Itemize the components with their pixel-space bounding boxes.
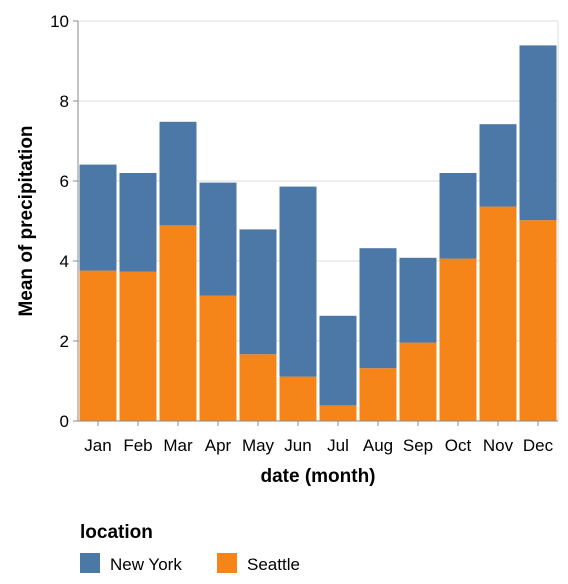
bar-new-york-may xyxy=(239,229,277,355)
bar-new-york-mar xyxy=(159,121,197,226)
bar-seattle-apr xyxy=(199,295,237,421)
bar-seattle-oct xyxy=(439,258,477,421)
bar-seattle-aug xyxy=(359,368,397,421)
bar-seattle-nov xyxy=(479,206,517,421)
legend-title: location xyxy=(80,522,153,543)
x-tick-label: Dec xyxy=(523,436,554,455)
bar-new-york-dec xyxy=(519,45,557,221)
x-tick-label: Sep xyxy=(403,436,433,455)
x-tick-labels: Jan Feb Mar Apr May Jun Jul Aug Sep Oct Nov Dec xyxy=(84,436,553,455)
y-tick-label: 4 xyxy=(60,252,69,271)
x-tick-label: Nov xyxy=(483,436,514,455)
bar-new-york-feb xyxy=(119,173,157,272)
y-tick-label: 10 xyxy=(50,12,69,31)
bar-new-york-jul xyxy=(319,315,357,406)
x-tick-label: Apr xyxy=(205,436,232,455)
axes xyxy=(73,20,558,426)
gridlines xyxy=(78,20,559,422)
x-tick-label: Jul xyxy=(327,436,349,455)
bar-seattle-feb xyxy=(119,271,157,421)
y-axis-title: Mean of precipitation xyxy=(16,125,37,316)
legend-label: Seattle xyxy=(247,555,300,574)
y-tick-labels: 0 2 4 6 8 10 xyxy=(50,12,69,431)
bar-new-york-oct xyxy=(439,173,477,259)
y-tick-label: 0 xyxy=(60,412,69,431)
y-tick-label: 8 xyxy=(60,92,69,111)
bar-new-york-jun xyxy=(279,186,317,377)
legend: location New York Seattle xyxy=(80,522,300,574)
x-tick-label: Jun xyxy=(284,436,311,455)
y-tick-label: 2 xyxy=(60,332,69,351)
bar-seattle-jan xyxy=(79,270,117,421)
bar-new-york-aug xyxy=(359,248,397,369)
y-tick-label: 6 xyxy=(60,172,69,191)
bar-seattle-jun xyxy=(279,376,317,421)
bar-new-york-nov xyxy=(479,124,517,207)
legend-swatch-seattle xyxy=(217,553,237,573)
x-tick-label: Aug xyxy=(363,436,393,455)
bar-seattle-dec xyxy=(519,220,557,421)
x-tick-label: May xyxy=(242,436,275,455)
bars xyxy=(79,45,557,421)
bar-seattle-sep xyxy=(399,342,437,421)
x-tick-label: Mar xyxy=(163,436,193,455)
bar-new-york-apr xyxy=(199,182,237,296)
x-axis-title: date (month) xyxy=(260,466,375,487)
legend-swatch-new-york xyxy=(80,553,100,573)
x-tick-label: Oct xyxy=(445,436,472,455)
bar-new-york-jan xyxy=(79,164,117,271)
x-tick-label: Jan xyxy=(84,436,111,455)
legend-label: New York xyxy=(110,555,182,574)
legend-items: New York Seattle xyxy=(80,553,300,574)
bar-seattle-may xyxy=(239,354,277,421)
x-tick-label: Feb xyxy=(123,436,152,455)
bar-seattle-jul xyxy=(319,405,357,421)
bar-seattle-mar xyxy=(159,225,197,421)
bar-new-york-sep xyxy=(399,257,437,343)
